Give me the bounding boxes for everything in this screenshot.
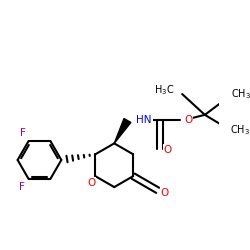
- Text: F: F: [20, 128, 26, 138]
- Text: O: O: [160, 188, 169, 198]
- Polygon shape: [114, 118, 131, 144]
- Text: CH$_3$: CH$_3$: [232, 87, 250, 101]
- Text: O: O: [163, 145, 172, 155]
- Text: HN: HN: [136, 114, 152, 124]
- Text: H$_3$C: H$_3$C: [154, 83, 174, 97]
- Text: O: O: [87, 178, 96, 188]
- Text: O: O: [184, 114, 192, 124]
- Text: F: F: [19, 182, 24, 192]
- Text: CH$_3$: CH$_3$: [230, 123, 250, 137]
